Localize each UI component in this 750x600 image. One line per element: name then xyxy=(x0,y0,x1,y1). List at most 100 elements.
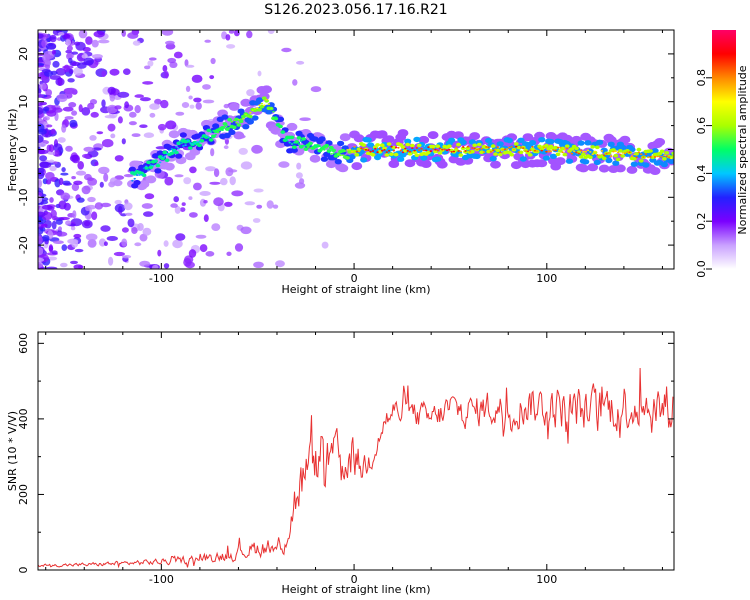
snr-ylabel: SNR (10 * V/V) xyxy=(6,411,19,491)
spectrogram-ridge-cell xyxy=(663,154,666,157)
spectrogram-ridge-cell xyxy=(479,150,485,154)
spectrogram-noise-blob xyxy=(103,173,109,182)
spectrogram-noise-blob xyxy=(231,190,244,197)
spectrogram-noise-blob xyxy=(58,177,64,186)
spectrogram-ridge-cell xyxy=(291,145,297,149)
spectrogram-noise-blob xyxy=(224,201,233,207)
spectrogram-ridge-cell xyxy=(651,155,654,158)
spectrogram-ridge-cell xyxy=(143,166,149,170)
spectrogram-ridge-cell xyxy=(582,159,590,165)
spectrogram-ridge-cell xyxy=(653,156,657,158)
spectrogram-ridge-cell xyxy=(435,144,441,148)
spectrogram-ridge-cell xyxy=(637,151,641,154)
spectrogram-noise-blob xyxy=(165,120,177,130)
spectrogram-ridge-cell xyxy=(448,137,456,143)
spectrogram-ridge-cell xyxy=(340,148,346,153)
spectrogram-noise-blob xyxy=(97,39,110,44)
spectrogram-noise-blob xyxy=(69,119,78,128)
spectrogram-ridge-cell xyxy=(593,159,601,166)
spectrogram-ridge-cell xyxy=(128,166,136,172)
spectrogram-noise-blob xyxy=(213,197,224,207)
spectrogram-ridge-cell xyxy=(405,142,411,147)
spectrogram-ridge-cell xyxy=(496,141,504,147)
spectrogram-ridge-cell xyxy=(468,150,472,153)
spectrogram-noise-blob xyxy=(199,244,208,253)
spectrogram-ridge-cell xyxy=(651,148,659,154)
spectrogram-ridge-cell xyxy=(415,147,419,149)
spectrogram-ridge-cell xyxy=(325,146,328,149)
spectrogram-ridge-cell xyxy=(200,136,203,139)
spectrogram-ridge-cell xyxy=(596,154,599,156)
y-tick-label: 20 xyxy=(17,47,30,61)
spectrogram-ridge-cell xyxy=(370,153,376,157)
spectrogram-noise-blob xyxy=(175,111,185,116)
spectrogram-noise-blob xyxy=(76,197,85,203)
spectrogram-noise-blob xyxy=(141,203,153,209)
spectrogram-noise-blob xyxy=(93,30,105,38)
spectrogram-ridge-cell xyxy=(404,138,412,144)
spectrogram-ridge-cell xyxy=(376,130,388,139)
spectrogram-ridge-cell xyxy=(149,164,153,167)
spectrogram-ridge-cell xyxy=(274,116,277,119)
spectrogram-noise-blob xyxy=(157,123,167,131)
spectrogram-ridge-cell xyxy=(635,156,638,159)
spectrogram-noise-blob xyxy=(149,103,160,110)
spectrogram-ridge-cell xyxy=(244,113,247,116)
spectrogram-ridge-cell xyxy=(379,143,385,147)
spectrogram-ridge-cell xyxy=(510,161,522,170)
spectrogram-ridge-cell xyxy=(413,136,421,143)
spectrogram-noise-blob xyxy=(71,51,79,55)
spectrogram-noise-blob xyxy=(49,159,55,163)
spectrogram-ridge-cell xyxy=(568,151,571,154)
spectrogram-noise-blob xyxy=(108,256,114,266)
spectrogram-ridge-cell xyxy=(346,149,349,151)
spectrogram-noise-blob xyxy=(121,138,126,145)
x-tick-label: 0 xyxy=(351,573,358,586)
spectrogram-noise-blob xyxy=(100,202,112,208)
spectrogram-noise-blob xyxy=(38,134,44,143)
spectrogram-ridge-cell xyxy=(135,174,139,177)
spectrogram-ridge-cell xyxy=(649,167,661,175)
spectrogram-noise-blob xyxy=(71,239,79,248)
spectrogram-noise-blob xyxy=(73,180,83,185)
spectrogram-ridge-cell xyxy=(478,148,481,150)
spectrogram-ridge-cell xyxy=(288,141,291,144)
spectrogram-noise-blob xyxy=(202,99,215,104)
spectrogram-ridge-cell xyxy=(434,156,442,162)
spectrogram-ridge-cell xyxy=(563,148,567,151)
spectrogram-ridge-cell xyxy=(148,165,154,170)
spectrogram-ridge-cell xyxy=(615,164,626,173)
spectrogram-ridge-cell xyxy=(360,157,368,163)
spectrogram-ridge-cell xyxy=(472,143,478,148)
spectrogram-ridge-cell xyxy=(308,141,313,146)
spectrogram-noise-blob xyxy=(226,44,236,49)
spectrogram-ridge-cell xyxy=(397,156,405,162)
spectrogram-ridge-cell xyxy=(577,140,585,146)
spectrogram-noise-blob xyxy=(91,147,102,151)
spectrogram-ridge-cell xyxy=(154,160,157,162)
spectrogram-noise-blob xyxy=(203,214,209,223)
spectrogram-noise-blob xyxy=(195,102,202,110)
spectrogram-noise-blob xyxy=(58,200,67,210)
spectrogram-noise-blob xyxy=(45,43,57,50)
spectrogram-ridge-cell xyxy=(590,145,596,149)
spectrogram-noise-blob xyxy=(101,70,107,77)
spectrogram-ridge-cell xyxy=(300,139,303,142)
spectrogram-ridge-cell xyxy=(591,153,594,156)
spectrogram-ridge-cell xyxy=(538,137,546,143)
spectrogram-ridge-cell xyxy=(640,153,643,156)
spectrogram-ridge-cell xyxy=(564,144,570,148)
spectrogram-noise-blob xyxy=(193,97,202,103)
spectrogram-ridge-cell xyxy=(452,150,456,153)
spectrogram-noise-blob xyxy=(203,200,208,204)
spectrogram-ridge-cell xyxy=(497,152,503,157)
spectrogram-noise-blob xyxy=(106,236,119,241)
spectrogram-ridge-cell xyxy=(459,139,467,146)
spectrogram-noise-blob xyxy=(61,167,66,173)
spectrogram-ridge-cell xyxy=(584,150,587,153)
spectrogram-noise-blob xyxy=(296,60,305,65)
spectrogram-ridge-cell xyxy=(518,150,524,155)
spectrogram-noise-blob xyxy=(143,211,154,217)
spectrogram-noise-blob xyxy=(38,142,47,148)
spectrogram-ridge-cell xyxy=(238,119,244,124)
